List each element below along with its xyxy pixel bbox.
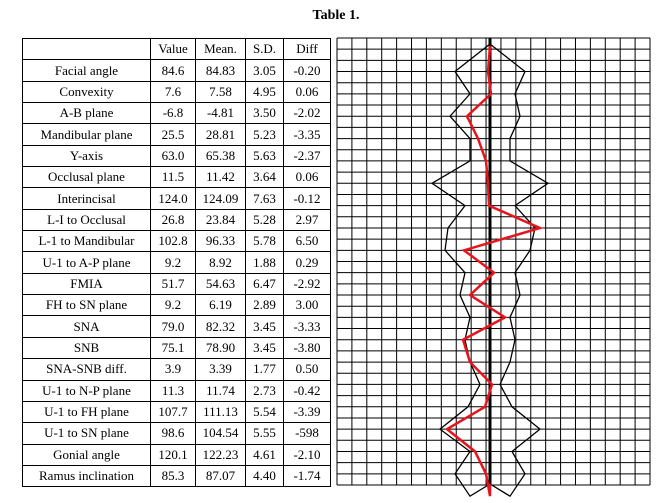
row-label: Ramus inclination — [22, 464, 151, 488]
cell: 79.0 — [150, 315, 196, 338]
cell: -2.37 — [283, 144, 331, 168]
cell: -0.12 — [283, 187, 331, 210]
cell: 9.2 — [150, 294, 196, 317]
cell: 3.39 — [195, 358, 246, 381]
table-row: Mandibular plane 25.5 28.81 5.23 -3.35 — [22, 123, 331, 146]
cell: 25.5 — [150, 123, 196, 146]
cell: 1.77 — [245, 358, 284, 381]
table-row: Interincisal 124.0 124.09 7.63 -0.12 — [22, 187, 331, 210]
cell: 11.5 — [150, 166, 196, 189]
cell: 54.63 — [195, 272, 246, 296]
table-row: SNB 75.1 78.90 3.45 -3.80 — [22, 336, 331, 360]
row-label: U-1 to SN plane — [22, 422, 151, 445]
row-label: U-1 to FH plane — [22, 400, 151, 424]
cell: -3.39 — [283, 400, 331, 424]
row-label: SNB — [22, 336, 151, 360]
cell: 87.07 — [195, 464, 246, 488]
cell: -0.20 — [283, 59, 331, 82]
row-label: SNA-SNB diff. — [22, 358, 151, 381]
data-table: Value Mean. S.D. Diff Facial angle 84.6 84.83 3… — [22, 37, 331, 488]
cell: -6.8 — [150, 102, 196, 125]
table-row: L-1 to Mandibular 102.8 96.33 5.78 6.50 — [22, 230, 331, 253]
row-label: Mandibular plane — [22, 123, 151, 146]
cell: 6.47 — [245, 272, 284, 296]
row-label: U-1 to N-P plane — [22, 379, 151, 402]
cell: 5.54 — [245, 400, 284, 424]
cell: 3.45 — [245, 336, 284, 360]
cell: 78.90 — [195, 336, 246, 360]
cell: 5.55 — [245, 422, 284, 445]
row-label: Interincisal — [22, 187, 151, 210]
cell: 107.7 — [150, 400, 196, 424]
table-row: U-1 to SN plane 98.6 104.54 5.55 -598 — [22, 422, 331, 445]
table-row: FMIA 51.7 54.63 6.47 -2.92 — [22, 272, 331, 296]
row-label: A-B plane — [22, 102, 151, 125]
cell: 7.58 — [195, 80, 246, 104]
cell: 96.33 — [195, 230, 246, 253]
cell: 9.2 — [150, 251, 196, 274]
table-row: Y-axis 63.0 65.38 5.63 -2.37 — [22, 144, 331, 168]
header-row: Value Mean. S.D. Diff — [22, 37, 331, 61]
cell: 85.3 — [150, 464, 196, 488]
cell: 0.06 — [283, 166, 331, 189]
cell: -1.74 — [283, 464, 331, 488]
row-label: L-1 to Mandibular — [22, 230, 151, 253]
cell: 111.13 — [195, 400, 246, 424]
cell: -3.35 — [283, 123, 331, 146]
patient-line — [444, 45, 544, 497]
cell: -2.10 — [283, 443, 331, 466]
cell: Diff — [283, 37, 331, 61]
cell: -4.81 — [195, 102, 246, 125]
table-row: Convexity 7.6 7.58 4.95 0.06 — [22, 80, 331, 104]
table-row: U-1 to FH plane 107.7 111.13 5.54 -3.39 — [22, 400, 331, 424]
table-title: Table 1. — [312, 8, 360, 23]
cell: -2.02 — [283, 102, 331, 125]
row-label: FMIA — [22, 272, 151, 296]
grid — [336, 37, 651, 486]
cell: 120.1 — [150, 443, 196, 466]
cell: 11.42 — [195, 166, 246, 189]
cell: 104.54 — [195, 422, 246, 445]
cell: 4.40 — [245, 464, 284, 488]
table-row: Ramus inclination 85.3 87.07 4.40 -1.74 — [22, 464, 331, 488]
cell: 4.61 — [245, 443, 284, 466]
cell: 63.0 — [150, 144, 196, 168]
table-row: A-B plane -6.8 -4.81 3.50 -2.02 — [22, 102, 331, 125]
cell: -2.92 — [283, 272, 331, 296]
cell: 0.29 — [283, 251, 331, 274]
